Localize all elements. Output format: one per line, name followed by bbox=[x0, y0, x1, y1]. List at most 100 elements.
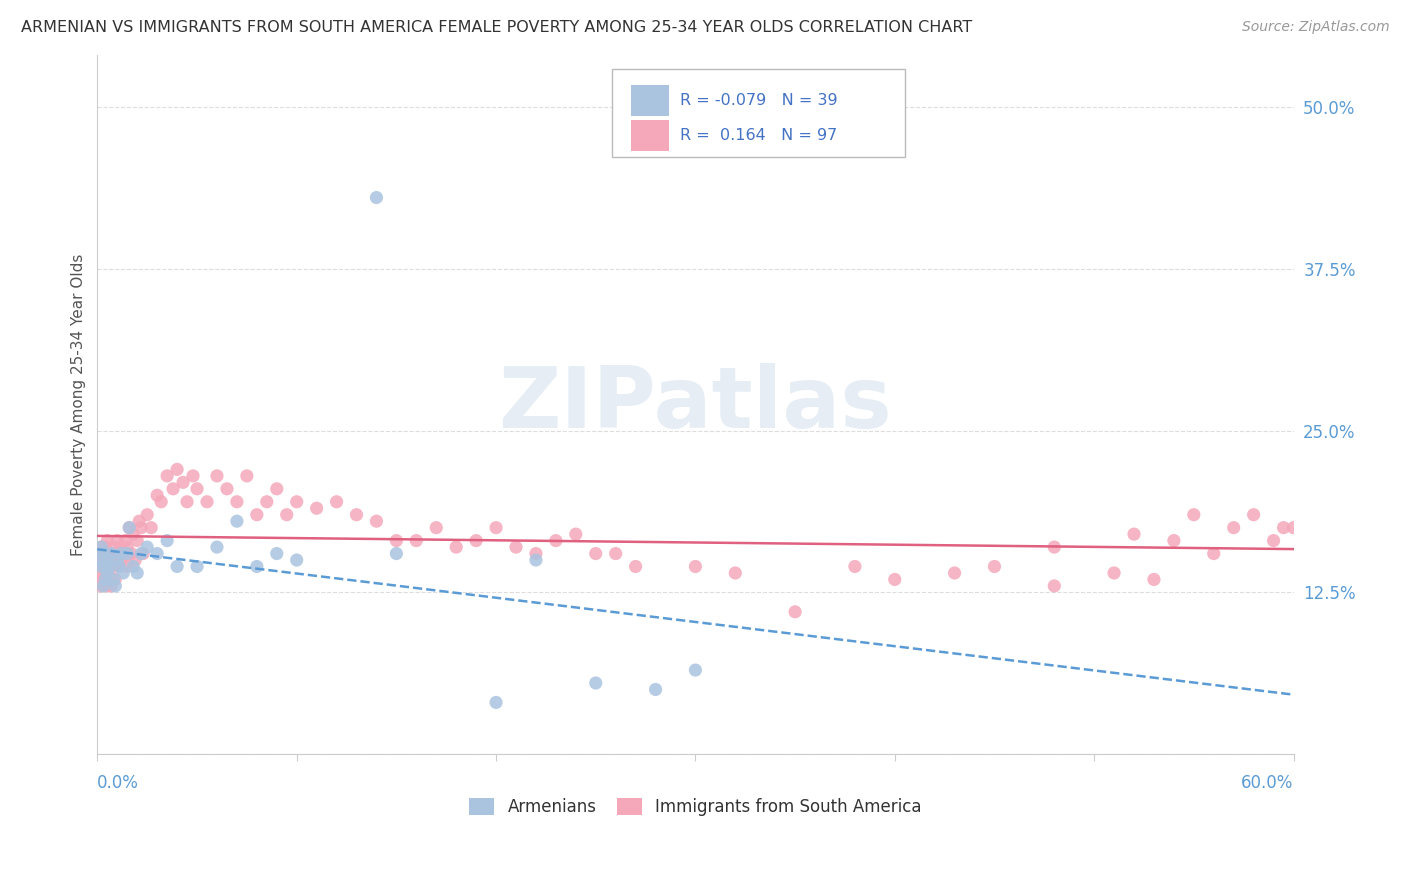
Point bbox=[236, 468, 259, 483]
Point bbox=[112, 566, 135, 580]
Point bbox=[385, 547, 408, 561]
Point bbox=[91, 547, 114, 561]
Point bbox=[346, 508, 368, 522]
Point bbox=[96, 566, 118, 580]
Point bbox=[129, 547, 152, 561]
Point bbox=[186, 482, 208, 496]
Point bbox=[122, 527, 145, 541]
Point bbox=[96, 553, 118, 567]
Point bbox=[146, 488, 169, 502]
Point bbox=[156, 533, 179, 548]
Point bbox=[1123, 527, 1146, 541]
Point bbox=[1043, 540, 1066, 554]
Point bbox=[110, 547, 132, 561]
Text: ZIPatlas: ZIPatlas bbox=[499, 363, 893, 446]
Point bbox=[91, 573, 114, 587]
Point bbox=[186, 559, 208, 574]
Point bbox=[91, 547, 114, 561]
Point bbox=[605, 547, 627, 561]
Point bbox=[90, 540, 112, 554]
Point bbox=[844, 559, 866, 574]
Point bbox=[91, 559, 114, 574]
Point bbox=[266, 482, 288, 496]
Point bbox=[117, 547, 139, 561]
Point bbox=[505, 540, 527, 554]
Point bbox=[181, 468, 204, 483]
Text: Source: ZipAtlas.com: Source: ZipAtlas.com bbox=[1241, 20, 1389, 34]
Point bbox=[103, 573, 125, 587]
Point bbox=[110, 540, 132, 554]
Point bbox=[90, 559, 112, 574]
Point bbox=[205, 540, 228, 554]
Point bbox=[256, 495, 278, 509]
Point bbox=[172, 475, 194, 490]
Point bbox=[136, 540, 159, 554]
Point bbox=[103, 540, 125, 554]
Point bbox=[136, 508, 159, 522]
Point bbox=[127, 533, 149, 548]
Point bbox=[1263, 533, 1285, 548]
Point bbox=[132, 547, 155, 561]
Point bbox=[485, 521, 508, 535]
Point bbox=[943, 566, 966, 580]
Point bbox=[305, 501, 328, 516]
Point bbox=[90, 579, 112, 593]
Point bbox=[1102, 566, 1125, 580]
Y-axis label: Female Poverty Among 25-34 Year Olds: Female Poverty Among 25-34 Year Olds bbox=[72, 253, 86, 556]
Point bbox=[444, 540, 467, 554]
Point bbox=[118, 521, 141, 535]
Point bbox=[98, 547, 121, 561]
Point bbox=[565, 527, 588, 541]
Point bbox=[94, 573, 117, 587]
FancyBboxPatch shape bbox=[631, 120, 669, 151]
Point bbox=[685, 663, 707, 677]
Point bbox=[166, 462, 188, 476]
Point bbox=[246, 508, 269, 522]
Point bbox=[485, 695, 508, 709]
Point bbox=[156, 468, 179, 483]
Point bbox=[276, 508, 298, 522]
Point bbox=[1143, 573, 1166, 587]
Point bbox=[94, 559, 117, 574]
Point bbox=[104, 579, 127, 593]
Point bbox=[685, 559, 707, 574]
Point bbox=[122, 559, 145, 574]
Point bbox=[162, 482, 184, 496]
Point bbox=[1163, 533, 1185, 548]
Point bbox=[366, 190, 388, 204]
Point bbox=[225, 495, 247, 509]
Point bbox=[94, 540, 117, 554]
Point bbox=[215, 482, 238, 496]
Point bbox=[366, 514, 388, 528]
Point bbox=[883, 573, 905, 587]
Point bbox=[89, 547, 111, 561]
Point bbox=[114, 533, 136, 548]
Point bbox=[425, 521, 447, 535]
Point bbox=[285, 495, 308, 509]
Point bbox=[205, 468, 228, 483]
Point bbox=[100, 547, 122, 561]
Point bbox=[146, 547, 169, 561]
Point bbox=[105, 553, 128, 567]
Point bbox=[104, 547, 127, 561]
Point bbox=[246, 559, 269, 574]
Point bbox=[90, 553, 112, 567]
Point bbox=[105, 533, 128, 548]
Point bbox=[983, 559, 1005, 574]
Point bbox=[141, 521, 163, 535]
Point bbox=[405, 533, 427, 548]
Point bbox=[118, 521, 141, 535]
Legend: Armenians, Immigrants from South America: Armenians, Immigrants from South America bbox=[470, 797, 921, 816]
Point bbox=[1182, 508, 1205, 522]
Text: 0.0%: 0.0% bbox=[97, 774, 139, 792]
Point bbox=[94, 566, 117, 580]
Point bbox=[117, 540, 139, 554]
Point bbox=[325, 495, 347, 509]
Point bbox=[96, 579, 118, 593]
Point bbox=[1243, 508, 1265, 522]
Point bbox=[117, 559, 139, 574]
Point bbox=[176, 495, 198, 509]
FancyBboxPatch shape bbox=[612, 69, 904, 156]
Point bbox=[585, 676, 607, 690]
Point bbox=[96, 553, 118, 567]
